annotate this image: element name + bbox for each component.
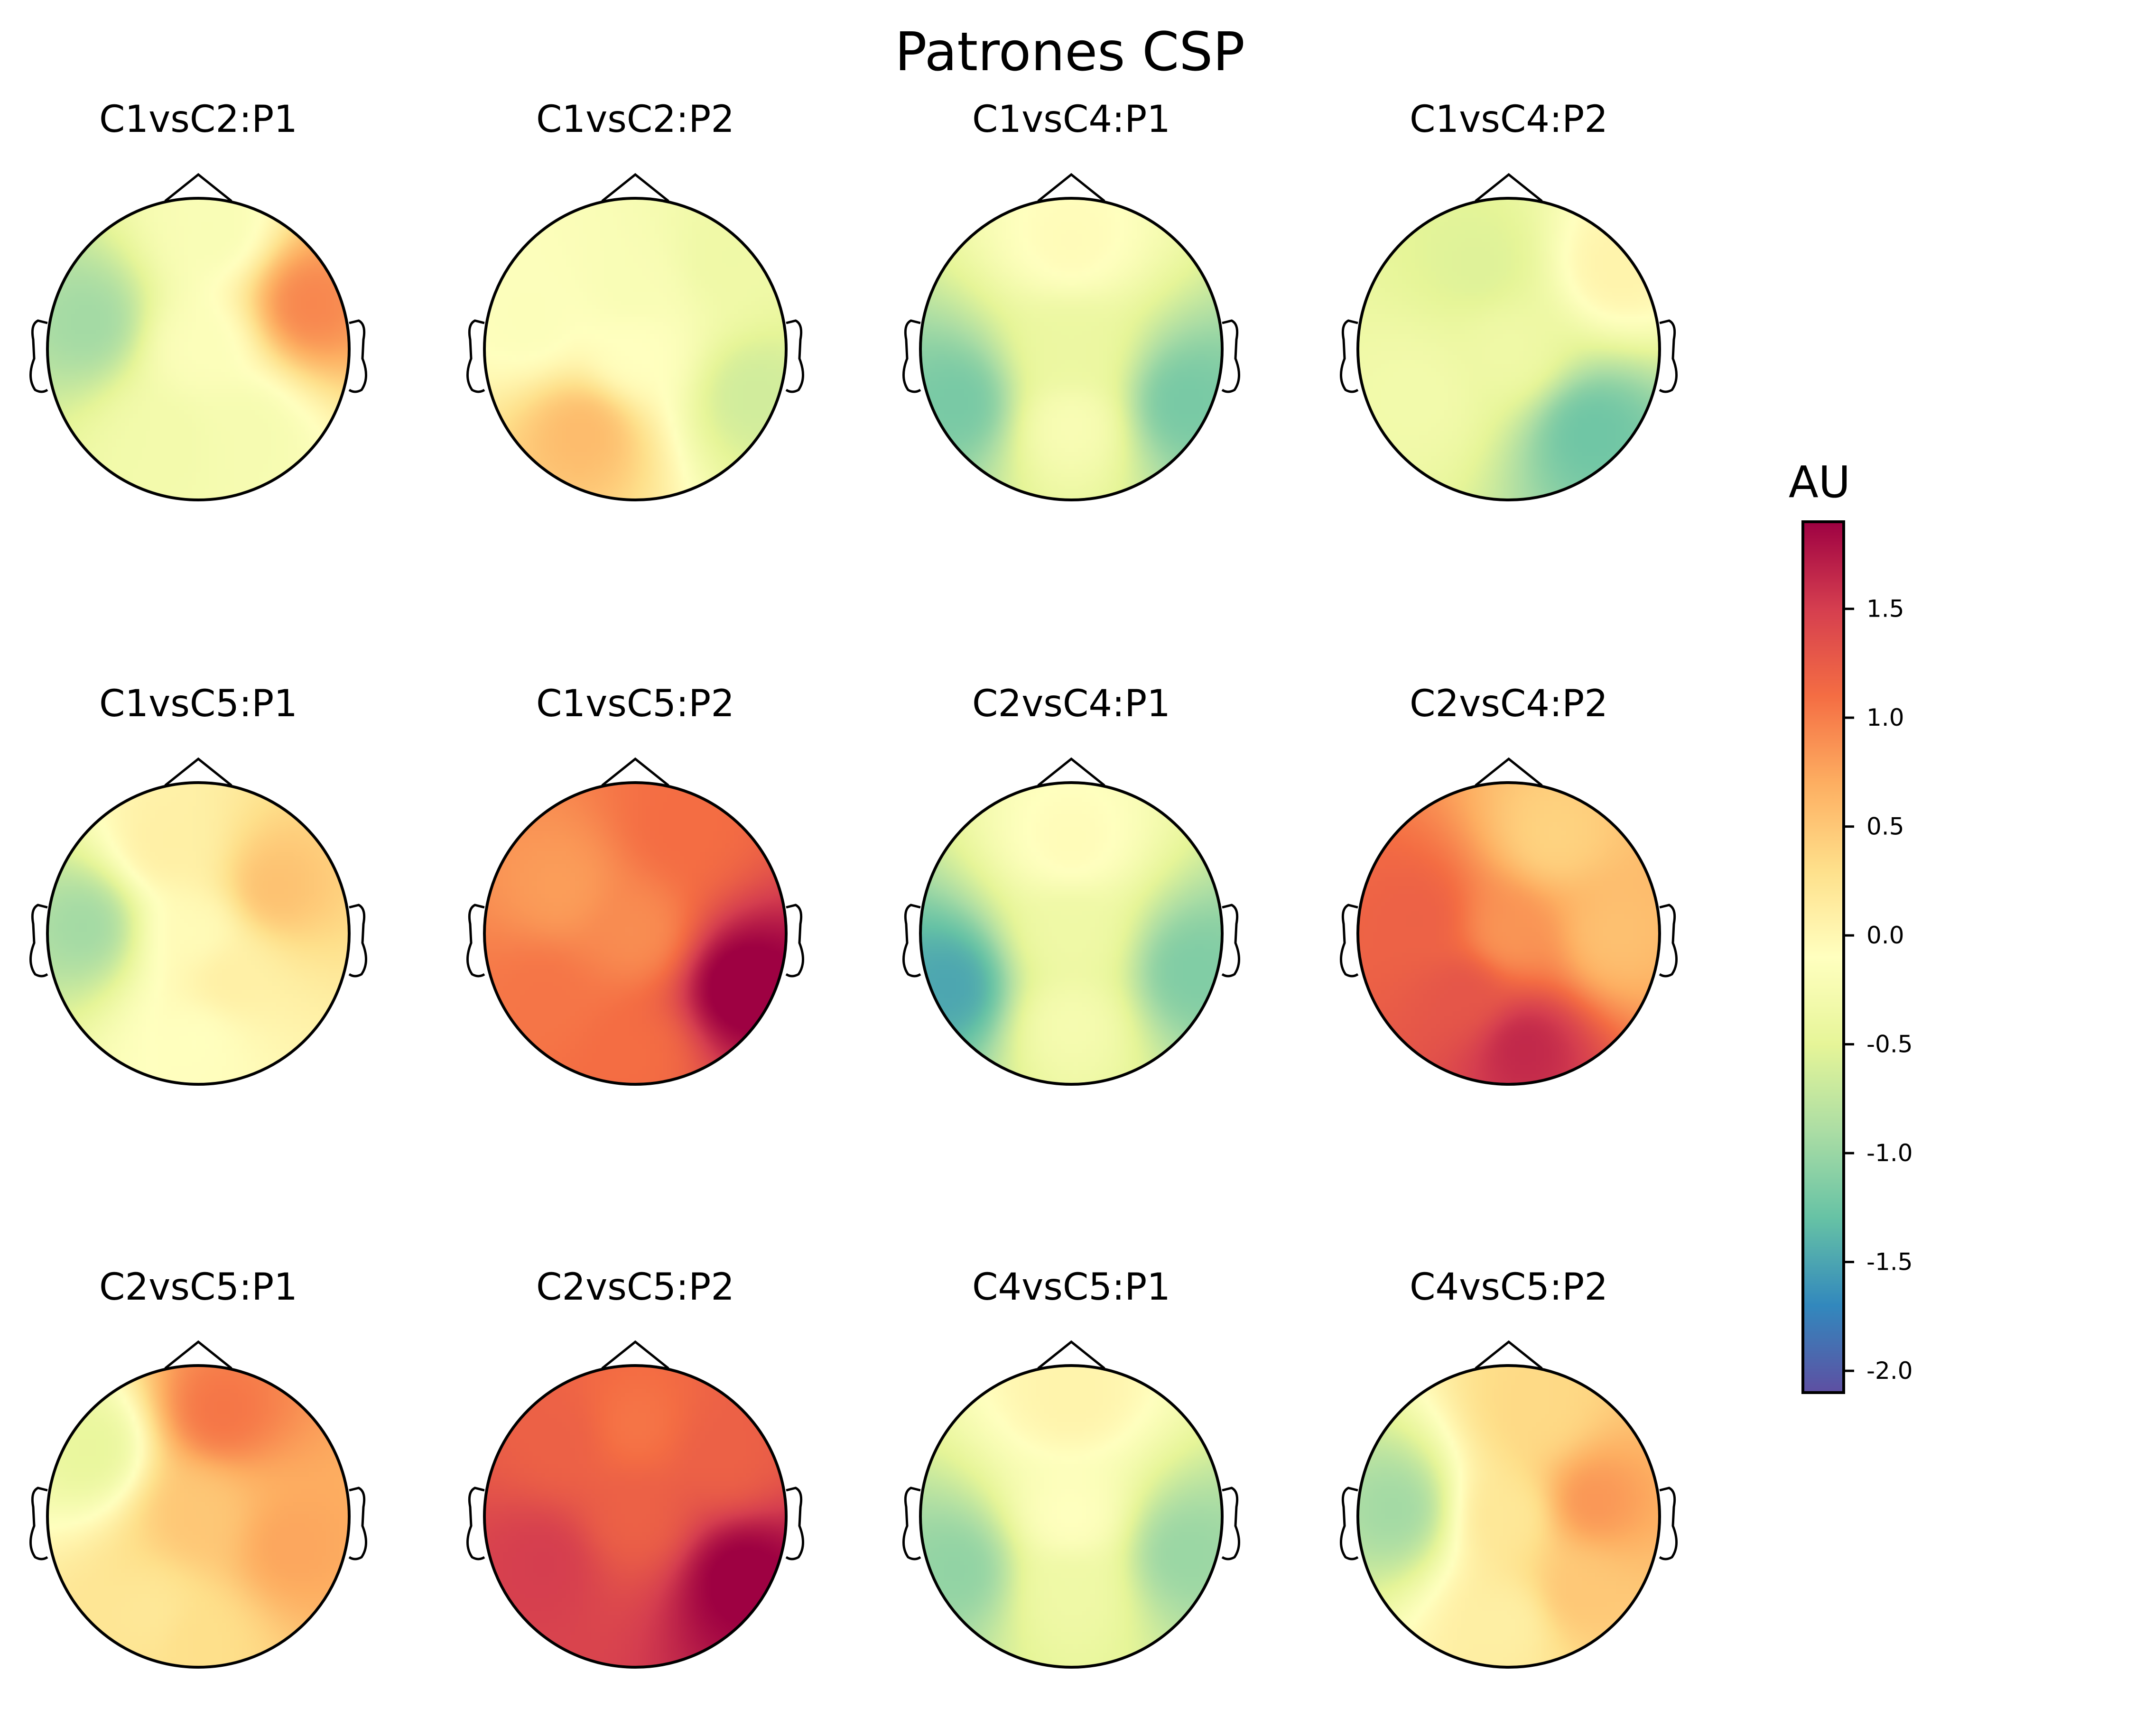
left-ear-icon	[902, 319, 921, 393]
topomap-title: C4vsC5:P1	[972, 1266, 1170, 1309]
nose-icon	[1475, 757, 1543, 786]
left-ear-icon	[1339, 904, 1359, 978]
head-outline	[919, 197, 1224, 501]
head-outline	[1356, 197, 1661, 501]
topomap-grid: C1vsC2:P1 C1vsC2:P2 C1vsC4:P1 C1vsC4:P2 C1vs…	[29, 98, 1678, 1669]
left-ear-icon	[466, 1487, 485, 1561]
topomap-field	[484, 198, 786, 500]
head-outline	[919, 781, 1224, 1086]
topomap-panel: C2vsC5:P2	[466, 1266, 805, 1669]
right-ear-icon	[348, 1487, 368, 1561]
topomap-panel: C1vsC2:P1	[29, 98, 368, 501]
topomap-panel: C1vsC2:P2	[466, 98, 805, 501]
topomap-title: C1vsC2:P2	[536, 98, 734, 141]
right-ear-icon	[348, 904, 368, 978]
head-outline	[483, 781, 788, 1086]
left-ear-icon	[29, 319, 48, 393]
nose-icon	[1475, 1340, 1543, 1369]
topomap-title: C4vsC5:P2	[1410, 1266, 1608, 1309]
right-ear-icon	[785, 904, 805, 978]
topomap-panel: C4vsC5:P1	[902, 1266, 1241, 1669]
topomap-title: C1vsC5:P1	[99, 683, 297, 725]
nose-icon	[601, 1340, 669, 1369]
nose-icon	[601, 173, 669, 202]
head-outline	[1356, 1364, 1661, 1669]
topomap-panel: C2vsC4:P2	[1339, 683, 1678, 1086]
colorbar-tick-label: -1.0	[1866, 1139, 1913, 1167]
topomap-field	[920, 1366, 1222, 1667]
nose-icon	[1037, 757, 1105, 786]
topomap-panel: C2vsC4:P1	[902, 683, 1241, 1086]
head-outline	[1356, 781, 1661, 1086]
colorbar-gradient	[1801, 520, 1845, 1394]
topomap-field	[484, 1366, 786, 1667]
nose-icon	[164, 1340, 232, 1369]
figure-title: Patrones CSP	[895, 21, 1245, 83]
topomap-title: C2vsC4:P2	[1410, 683, 1608, 725]
topomap-panel: C4vsC5:P2	[1339, 1266, 1678, 1669]
nose-icon	[1037, 1340, 1105, 1369]
colorbar-tick-label: 0.5	[1866, 813, 1904, 840]
head-outline	[919, 1364, 1224, 1669]
topomap-title: C1vsC2:P1	[99, 98, 297, 141]
left-ear-icon	[902, 904, 921, 978]
colorbar-tick-label: 1.0	[1866, 704, 1904, 731]
right-ear-icon	[1659, 1487, 1678, 1561]
right-ear-icon	[1659, 319, 1678, 393]
nose-icon	[1475, 173, 1543, 202]
head-outline	[46, 197, 351, 501]
topomap-field	[920, 783, 1222, 1084]
left-ear-icon	[29, 1487, 48, 1561]
colorbar-tick-label: 1.5	[1866, 595, 1904, 623]
colorbar: AU 1.5 1.0 0.5 0.0 -0.5 -1.0 -1.5 -2.0	[1789, 457, 1913, 1394]
left-ear-icon	[902, 1487, 921, 1561]
colorbar-tick-label: 0.0	[1866, 922, 1904, 949]
right-ear-icon	[1221, 319, 1241, 393]
nose-icon	[601, 757, 669, 786]
topomap-field	[1358, 1366, 1660, 1667]
left-ear-icon	[1339, 1487, 1359, 1561]
nose-icon	[164, 757, 232, 786]
nose-icon	[164, 173, 232, 202]
head-outline	[46, 1364, 351, 1669]
topomap-field	[920, 198, 1222, 500]
topomap-panel: C1vsC5:P1	[29, 683, 368, 1086]
topomap-title: C2vsC4:P1	[972, 683, 1170, 725]
head-outline	[483, 1364, 788, 1669]
right-ear-icon	[785, 319, 805, 393]
topomap-field	[47, 198, 349, 500]
nose-icon	[1037, 173, 1105, 202]
left-ear-icon	[29, 904, 48, 978]
topomap-title: C2vsC5:P1	[99, 1266, 297, 1309]
right-ear-icon	[1659, 904, 1678, 978]
head-outline	[46, 781, 351, 1086]
head-outline	[483, 197, 788, 501]
left-ear-icon	[466, 319, 485, 393]
topomap-panel: C1vsC4:P1	[902, 98, 1241, 501]
right-ear-icon	[1221, 1487, 1241, 1561]
topomap-field	[47, 1366, 349, 1667]
right-ear-icon	[785, 1487, 805, 1561]
topomap-field	[1358, 783, 1660, 1084]
left-ear-icon	[466, 904, 485, 978]
topomap-field	[1358, 198, 1660, 500]
topomap-title: C1vsC5:P2	[536, 683, 734, 725]
topomap-field	[47, 783, 349, 1084]
topomap-panel: C1vsC4:P2	[1339, 98, 1678, 501]
topomap-panel: C1vsC5:P2	[466, 683, 805, 1086]
colorbar-tick-label: -2.0	[1866, 1357, 1913, 1385]
right-ear-icon	[1221, 904, 1241, 978]
topomap-title: C2vsC5:P2	[536, 1266, 734, 1309]
colorbar-tick-label: -0.5	[1866, 1031, 1913, 1058]
colorbar-label: AU	[1789, 457, 1850, 508]
topomap-title: C1vsC4:P1	[972, 98, 1170, 141]
topomap-field	[484, 783, 786, 1084]
colorbar-tick-label: -1.5	[1866, 1248, 1913, 1276]
topomap-panel: C2vsC5:P1	[29, 1266, 368, 1669]
right-ear-icon	[348, 319, 368, 393]
left-ear-icon	[1339, 319, 1359, 393]
topomap-title: C1vsC4:P2	[1410, 98, 1608, 141]
